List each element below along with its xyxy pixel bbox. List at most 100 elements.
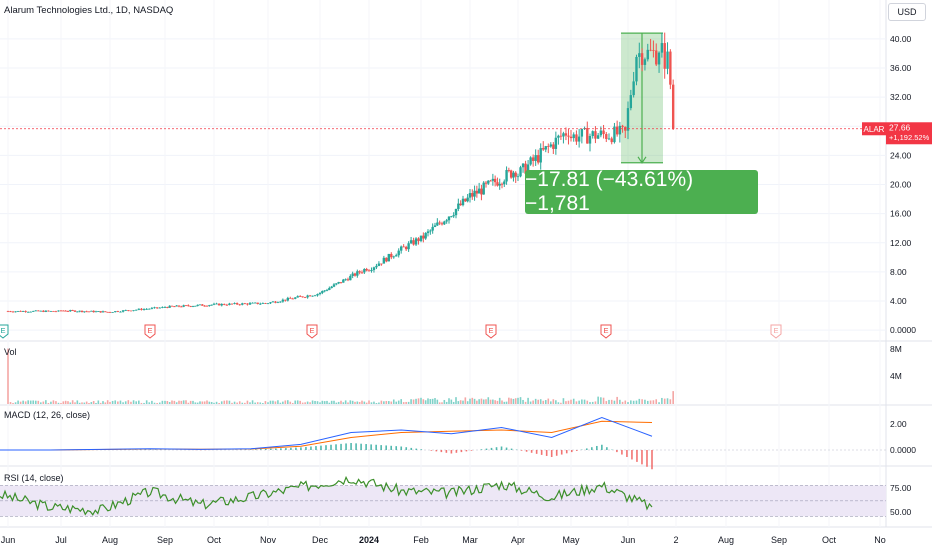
- volume-bar: [171, 400, 173, 404]
- candle-body: [365, 269, 368, 271]
- macd-histogram-bar: [490, 447, 493, 450]
- earnings-marker[interactable]: E: [770, 324, 782, 339]
- volume-bar: [669, 399, 672, 404]
- volume-bar: [402, 402, 405, 404]
- candle-body: [575, 134, 578, 142]
- volume-bar: [652, 400, 655, 404]
- volume-bar: [429, 399, 432, 404]
- volume-bar: [291, 402, 294, 404]
- volume-bar: [274, 401, 277, 404]
- candle-body: [468, 193, 472, 198]
- candle-body: [196, 304, 199, 306]
- earnings-marker[interactable]: E: [306, 324, 318, 339]
- candle-body: [414, 238, 418, 245]
- volume-bar: [373, 401, 375, 404]
- macd-pane-title[interactable]: MACD (12, 26, close): [4, 410, 90, 420]
- candle-body: [313, 295, 317, 297]
- volume-bar: [494, 400, 496, 404]
- currency-selector[interactable]: USD: [888, 3, 926, 21]
- candle-body: [111, 312, 114, 313]
- rsi-tick-label: 50.00: [890, 507, 912, 517]
- volume-bar: [478, 399, 480, 404]
- volume-pane-title[interactable]: Vol: [4, 347, 17, 357]
- candle-body: [599, 130, 603, 136]
- candle-body: [49, 311, 53, 312]
- candle-body: [613, 126, 616, 143]
- price-tick-label: 8.00: [890, 267, 907, 277]
- volume-bar: [62, 401, 65, 404]
- volume-bar: [226, 400, 228, 404]
- candle-body: [594, 131, 597, 139]
- macd-histogram-bar: [540, 450, 543, 455]
- candle-body: [24, 311, 27, 312]
- macd-histogram-bar: [621, 450, 623, 455]
- candle-body: [626, 108, 630, 131]
- macd-histogram-bar: [310, 446, 312, 450]
- volume-bar: [151, 400, 153, 404]
- candle-body: [306, 295, 309, 298]
- rsi-tick-label: 75.00: [890, 483, 912, 493]
- candle-body: [316, 294, 319, 296]
- candle-body: [356, 271, 359, 276]
- volume-bar: [361, 400, 363, 404]
- candle-body: [191, 306, 195, 307]
- candle-body: [440, 223, 444, 225]
- candle-body: [101, 311, 105, 313]
- candle-body: [80, 310, 84, 312]
- macd-histogram-bar: [330, 444, 332, 450]
- candle-body: [325, 289, 329, 291]
- candle-body: [335, 283, 338, 285]
- candle-body: [445, 220, 448, 222]
- macd-histogram-bar: [320, 445, 322, 450]
- candle-body: [602, 130, 605, 135]
- volume-bar: [462, 400, 464, 404]
- candle-body: [358, 271, 361, 273]
- candle-body: [422, 235, 425, 239]
- volume-bar: [45, 400, 47, 404]
- earnings-marker-shape: [144, 324, 156, 339]
- macd-tick-label: 0.0000: [890, 445, 916, 455]
- price-tag-ticker: ALAR: [864, 125, 885, 134]
- volume-bar: [143, 402, 145, 404]
- volume-bar: [326, 400, 328, 404]
- candle-body: [119, 311, 122, 313]
- earnings-marker[interactable]: E: [600, 324, 612, 339]
- candle-body: [39, 310, 43, 312]
- candle-body: [569, 136, 573, 139]
- volume-bar: [644, 399, 646, 404]
- candle-body: [643, 59, 647, 65]
- candle-body: [450, 216, 453, 218]
- macd-histogram-bar: [450, 450, 453, 454]
- candle-body: [487, 180, 490, 184]
- earnings-marker[interactable]: E: [485, 324, 497, 339]
- volume-bar: [630, 400, 632, 404]
- candle-body: [14, 311, 17, 313]
- volume-bar: [638, 398, 641, 404]
- candle-body: [37, 310, 40, 312]
- price-tick-label: 32.00: [890, 92, 912, 102]
- candle-body: [137, 308, 141, 310]
- volume-bar: [182, 400, 185, 404]
- candle-body: [638, 53, 641, 57]
- candle-body: [328, 288, 331, 290]
- earnings-marker[interactable]: E: [144, 324, 156, 339]
- candle-body: [505, 170, 508, 182]
- volume-tick-label: 4M: [890, 371, 902, 381]
- earnings-marker[interactable]: E: [0, 324, 9, 339]
- volume-bar: [57, 402, 60, 404]
- candle-body: [205, 305, 209, 307]
- candle-body: [542, 148, 545, 150]
- candle-body: [339, 281, 343, 283]
- volume-bar: [27, 400, 29, 404]
- candle-body: [235, 303, 239, 305]
- rsi-pane-title[interactable]: RSI (14, close): [4, 473, 64, 483]
- volume-bar: [153, 402, 156, 404]
- candle-body: [57, 310, 60, 312]
- candle-body: [412, 240, 415, 245]
- candle-body: [104, 311, 107, 313]
- symbol-title[interactable]: Alarum Technologies Ltd., 1D, NASDAQ: [4, 5, 173, 16]
- candle-body: [173, 306, 176, 308]
- candle-body: [524, 163, 527, 174]
